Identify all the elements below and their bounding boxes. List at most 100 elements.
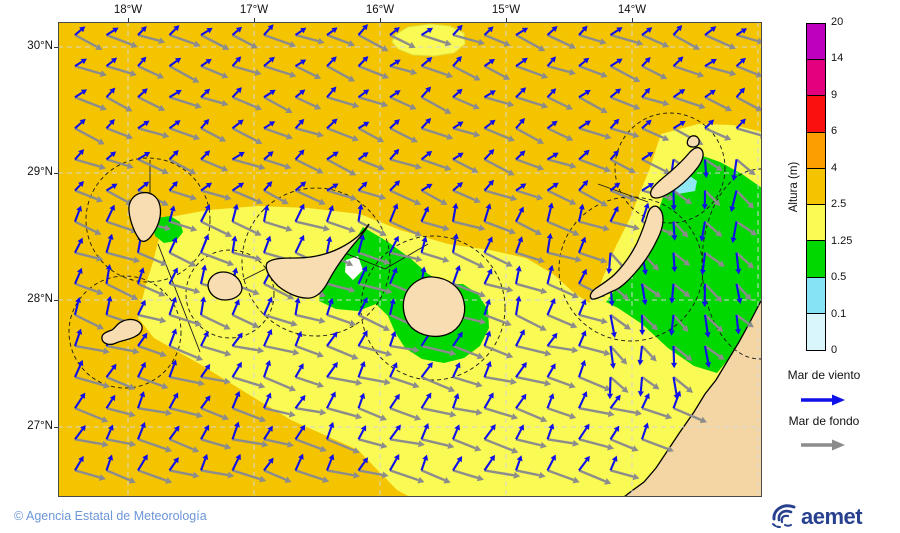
swell-arrow bbox=[168, 65, 195, 81]
wind-arrow bbox=[578, 122, 588, 130]
swell-arrow-head bbox=[224, 193, 232, 201]
wind-arrow bbox=[578, 459, 588, 472]
wind-arrow-head bbox=[520, 393, 527, 400]
wind-arrow bbox=[420, 89, 429, 98]
wind-arrow-head bbox=[298, 234, 305, 242]
wind-arrow bbox=[389, 271, 396, 285]
wind-arrow bbox=[137, 122, 146, 130]
wind-arrow-head bbox=[423, 206, 430, 213]
swell-arrow-head bbox=[600, 200, 608, 207]
swell-arrow-head bbox=[652, 382, 660, 390]
swell-arrow bbox=[263, 469, 287, 481]
wind-arrow-head bbox=[639, 329, 646, 336]
swell-arrow bbox=[515, 96, 543, 107]
wind-arrow-head bbox=[735, 268, 742, 275]
swell-arrow bbox=[358, 251, 385, 263]
swell-arrow bbox=[389, 251, 417, 261]
swell-arrow-head bbox=[724, 134, 732, 141]
swell-arrow-head bbox=[685, 354, 693, 361]
wind-arrow-head bbox=[427, 362, 433, 369]
latitude-label: 30°N bbox=[27, 40, 53, 52]
longitude-tick bbox=[632, 18, 633, 22]
colorbar-tick-label: 9 bbox=[831, 88, 838, 101]
wind-arrow-head bbox=[643, 422, 649, 429]
swell-arrow-head bbox=[507, 135, 515, 142]
wind-arrow bbox=[483, 335, 490, 347]
swell-arrow-head bbox=[446, 133, 454, 141]
wind-arrow bbox=[74, 333, 81, 347]
wind-arrow-head bbox=[143, 120, 150, 127]
swell-arrow bbox=[295, 438, 322, 450]
wind-arrow bbox=[263, 184, 270, 192]
wind-arrow-head bbox=[704, 331, 711, 338]
wind-arrow-head bbox=[641, 299, 648, 306]
wind-arrow bbox=[515, 121, 523, 129]
wind-arrow bbox=[263, 397, 270, 409]
wind-arrow-head bbox=[552, 182, 559, 189]
swell-arrow bbox=[452, 407, 477, 414]
wind-arrow-head bbox=[487, 26, 494, 33]
swell-arrow-head bbox=[662, 134, 670, 142]
swell-arrow bbox=[421, 64, 448, 77]
swell-arrow bbox=[546, 127, 569, 139]
wind-arrow-head bbox=[521, 361, 527, 369]
wind-arrow-head bbox=[267, 425, 273, 432]
wind-arrow-head bbox=[110, 151, 117, 158]
swell-arrow bbox=[358, 438, 382, 447]
wind-arrow-head bbox=[361, 181, 368, 188]
wind-arrow-head bbox=[578, 203, 585, 210]
wind-arrow-head bbox=[456, 181, 464, 188]
wind-arrow bbox=[578, 273, 586, 285]
wind-arrow bbox=[452, 154, 460, 161]
wind-arrow bbox=[105, 300, 111, 316]
aemet-logo-icon bbox=[772, 504, 796, 528]
wind-arrow-head bbox=[80, 89, 88, 95]
wind-arrow bbox=[420, 153, 429, 161]
swell-arrow-head bbox=[510, 194, 518, 202]
swell-arrow-head bbox=[503, 73, 511, 80]
swell-arrow bbox=[137, 251, 163, 264]
wind-arrow bbox=[105, 154, 113, 161]
wind-arrow bbox=[546, 123, 554, 130]
swell-arrow-head bbox=[259, 415, 267, 423]
wind-arrow-head bbox=[611, 455, 618, 462]
swell-arrow bbox=[357, 220, 382, 234]
swell-arrow bbox=[74, 313, 99, 328]
wind-arrow-head bbox=[488, 58, 496, 65]
swell-arrow-head bbox=[660, 73, 668, 80]
swell-arrow bbox=[137, 438, 167, 451]
swell-arrow-head bbox=[442, 224, 450, 232]
wind-arrow-head bbox=[171, 236, 178, 244]
wind-arrow-head bbox=[328, 421, 335, 429]
wind-arrow bbox=[74, 29, 82, 36]
wind-arrow-head bbox=[393, 148, 400, 155]
longitude-tick bbox=[380, 18, 381, 22]
colorbar-segment bbox=[807, 241, 825, 278]
swell-arrow-head bbox=[252, 288, 260, 296]
swell-arrow-head bbox=[408, 41, 416, 49]
aemet-wordmark: aemet bbox=[801, 504, 863, 529]
swell-arrow bbox=[547, 469, 575, 482]
wind-arrow bbox=[546, 184, 555, 192]
swell-arrow bbox=[515, 375, 546, 385]
swell-arrow-head bbox=[379, 414, 388, 421]
wind-arrow-head bbox=[521, 27, 529, 34]
swell-arrow-head bbox=[129, 440, 137, 448]
wind-arrow bbox=[578, 427, 588, 440]
wind-arrow-head bbox=[550, 363, 556, 370]
wind-arrow bbox=[420, 459, 427, 471]
wind-arrow-head bbox=[676, 25, 683, 32]
swell-arrow bbox=[232, 407, 261, 421]
wind-arrow-head bbox=[78, 149, 85, 156]
wind-arrow-head bbox=[394, 180, 401, 187]
swell-arrow bbox=[106, 438, 131, 446]
wind-arrow bbox=[137, 272, 143, 285]
swell-arrow-head bbox=[376, 136, 385, 143]
swell-arrow bbox=[169, 33, 196, 46]
wind-arrow bbox=[200, 29, 209, 36]
swell-arrow-head bbox=[379, 229, 387, 236]
swell-arrow-head bbox=[717, 260, 725, 267]
swell-arrow bbox=[232, 96, 257, 109]
swell-arrow bbox=[704, 282, 719, 299]
wind-arrow bbox=[231, 240, 236, 253]
